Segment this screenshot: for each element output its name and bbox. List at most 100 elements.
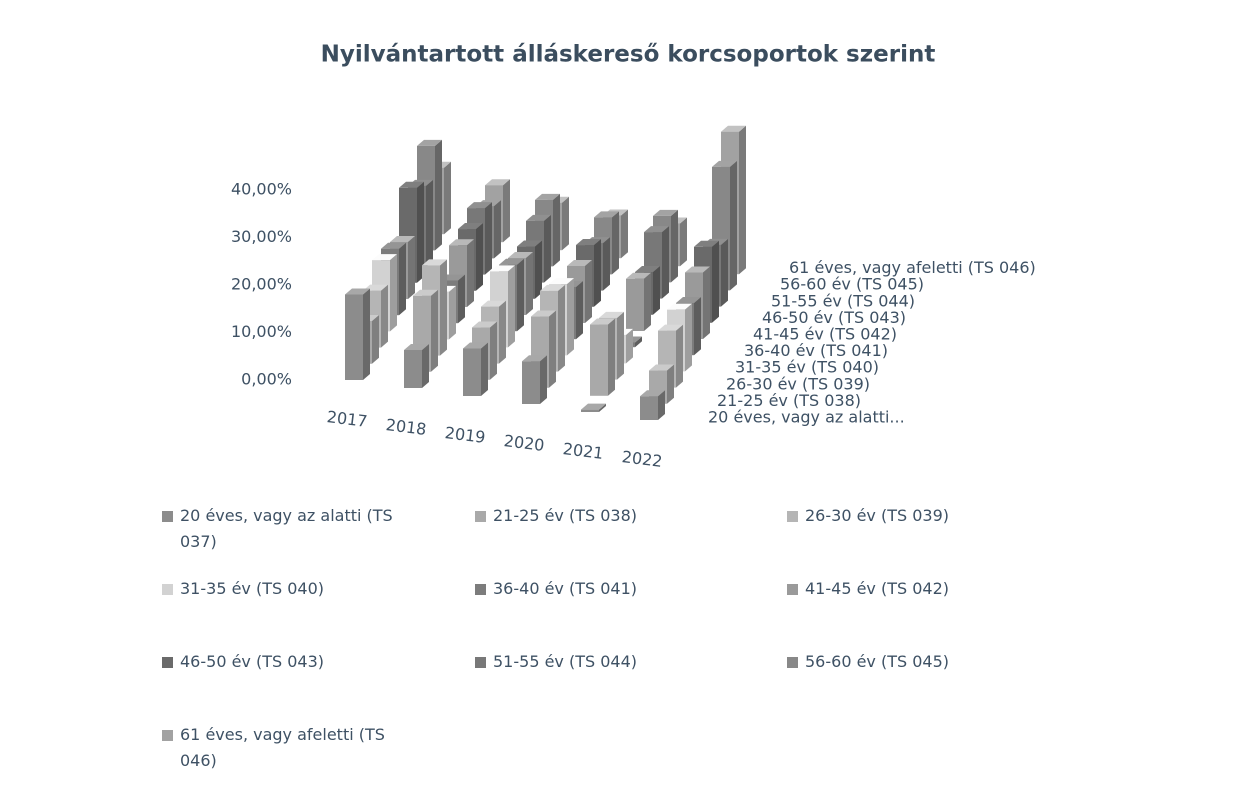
bar-side (467, 239, 474, 307)
bar-side (617, 311, 624, 380)
bar-top (653, 209, 678, 216)
bar-side (363, 288, 370, 380)
bar-side (503, 179, 510, 243)
bar-top (526, 214, 551, 221)
bar-top (517, 240, 542, 247)
bar-top (372, 254, 397, 261)
x-tick-label: 2020 (503, 431, 546, 455)
bar-top (626, 272, 651, 279)
bar-side (444, 161, 451, 235)
legend-swatch (162, 730, 173, 741)
legend-swatch (475, 657, 486, 668)
series-axis-label: 46-50 év (TS 043) (762, 308, 906, 327)
bar-top (635, 266, 660, 273)
bar-side (408, 236, 415, 299)
series-axis-label: 20 éves, vagy az alatti... (708, 408, 905, 427)
page: Nyilvántartott álláskereső korcsoportok … (162, 41, 1099, 770)
bar-side (730, 160, 737, 291)
bar-top (463, 342, 488, 349)
bar (463, 342, 488, 396)
bar-top (594, 211, 619, 218)
bar-side (435, 139, 442, 251)
legend-swatch (475, 584, 486, 595)
chart: Nyilvántartott álláskereső korcsoportok … (231, 42, 1036, 471)
bar-front (522, 361, 540, 404)
bar-top (508, 252, 533, 258)
x-tick-label: 2018 (385, 415, 428, 439)
bar-side (680, 217, 687, 267)
bar (345, 288, 370, 380)
bar-front (640, 396, 658, 420)
legend-label: 21-25 év (TS 038) (493, 506, 638, 525)
bar-side (544, 214, 551, 283)
bar-top (676, 296, 701, 303)
bar-side (608, 318, 615, 396)
bar-side (626, 328, 633, 364)
bar-side (599, 403, 606, 412)
legend-swatch (787, 511, 798, 522)
bar-side (517, 258, 524, 332)
y-tick-label: 0,00% (241, 370, 292, 389)
legend-item: 31-35 év (TS 040) (162, 579, 475, 652)
bar-side (671, 209, 678, 283)
bar-side (712, 240, 719, 323)
bar-side (476, 223, 483, 291)
x-tick-label: 2017 (326, 407, 369, 431)
bar-side (685, 303, 692, 372)
legend-item: 41-45 év (TS 042) (787, 579, 1099, 652)
bar-side (594, 239, 601, 307)
bar-side (658, 390, 665, 420)
legend-item: 51-55 év (TS 044) (475, 652, 787, 725)
chart-title: Nyilvántartott álláskereső korcsoportok … (321, 42, 936, 68)
legend-swatch (475, 511, 486, 522)
bar-top (712, 160, 737, 167)
bar-side (721, 238, 728, 307)
bar (581, 403, 606, 412)
bar-side (549, 310, 556, 388)
bar-top (458, 223, 483, 230)
bar-front (404, 350, 422, 388)
bar-top (422, 259, 447, 266)
bar-top (449, 239, 474, 246)
bar-top (685, 266, 710, 273)
legend-item: 21-25 év (TS 038) (475, 506, 787, 579)
bar-top (404, 344, 429, 350)
bar-side (372, 315, 379, 364)
bar-top (540, 284, 565, 291)
series-axis-label: 41-45 év (TS 042) (753, 325, 897, 344)
y-tick-label: 30,00% (231, 227, 292, 246)
bar-side (703, 266, 710, 339)
bar-top (694, 240, 719, 247)
legend-label: 61 éves, vagy afeletti (TS 046) (180, 725, 385, 770)
bar-top (413, 289, 438, 296)
legend-swatch (787, 657, 798, 668)
bar-top (390, 236, 415, 242)
bar-front (463, 348, 481, 396)
legend-label: 26-30 év (TS 039) (805, 506, 950, 525)
bar-side (662, 226, 669, 299)
bar-top (472, 321, 497, 328)
legend-label: 46-50 év (TS 043) (180, 652, 325, 671)
series-axis-label: 36-40 év (TS 041) (744, 341, 888, 360)
legend-swatch (162, 584, 173, 595)
bar-top (567, 260, 592, 266)
bar-side (390, 254, 397, 332)
bar-side (508, 265, 515, 348)
bar-front (581, 409, 599, 412)
bar-side (621, 209, 628, 259)
bar-side (449, 285, 456, 340)
bar-side (526, 252, 533, 315)
legend-swatch (162, 657, 173, 668)
bar-side (422, 344, 429, 388)
bar (404, 344, 429, 388)
bar-side (644, 272, 651, 331)
bar-side (426, 179, 433, 267)
bar-side (485, 202, 492, 275)
bar-top (467, 202, 492, 209)
bar-front (590, 324, 608, 396)
bar-top (721, 125, 746, 132)
bar-side (535, 240, 542, 299)
legend-item: 26-30 év (TS 039) (787, 506, 1099, 579)
legend-swatch (787, 584, 798, 595)
series-axis-label: 21-25 év (TS 038) (717, 391, 861, 410)
